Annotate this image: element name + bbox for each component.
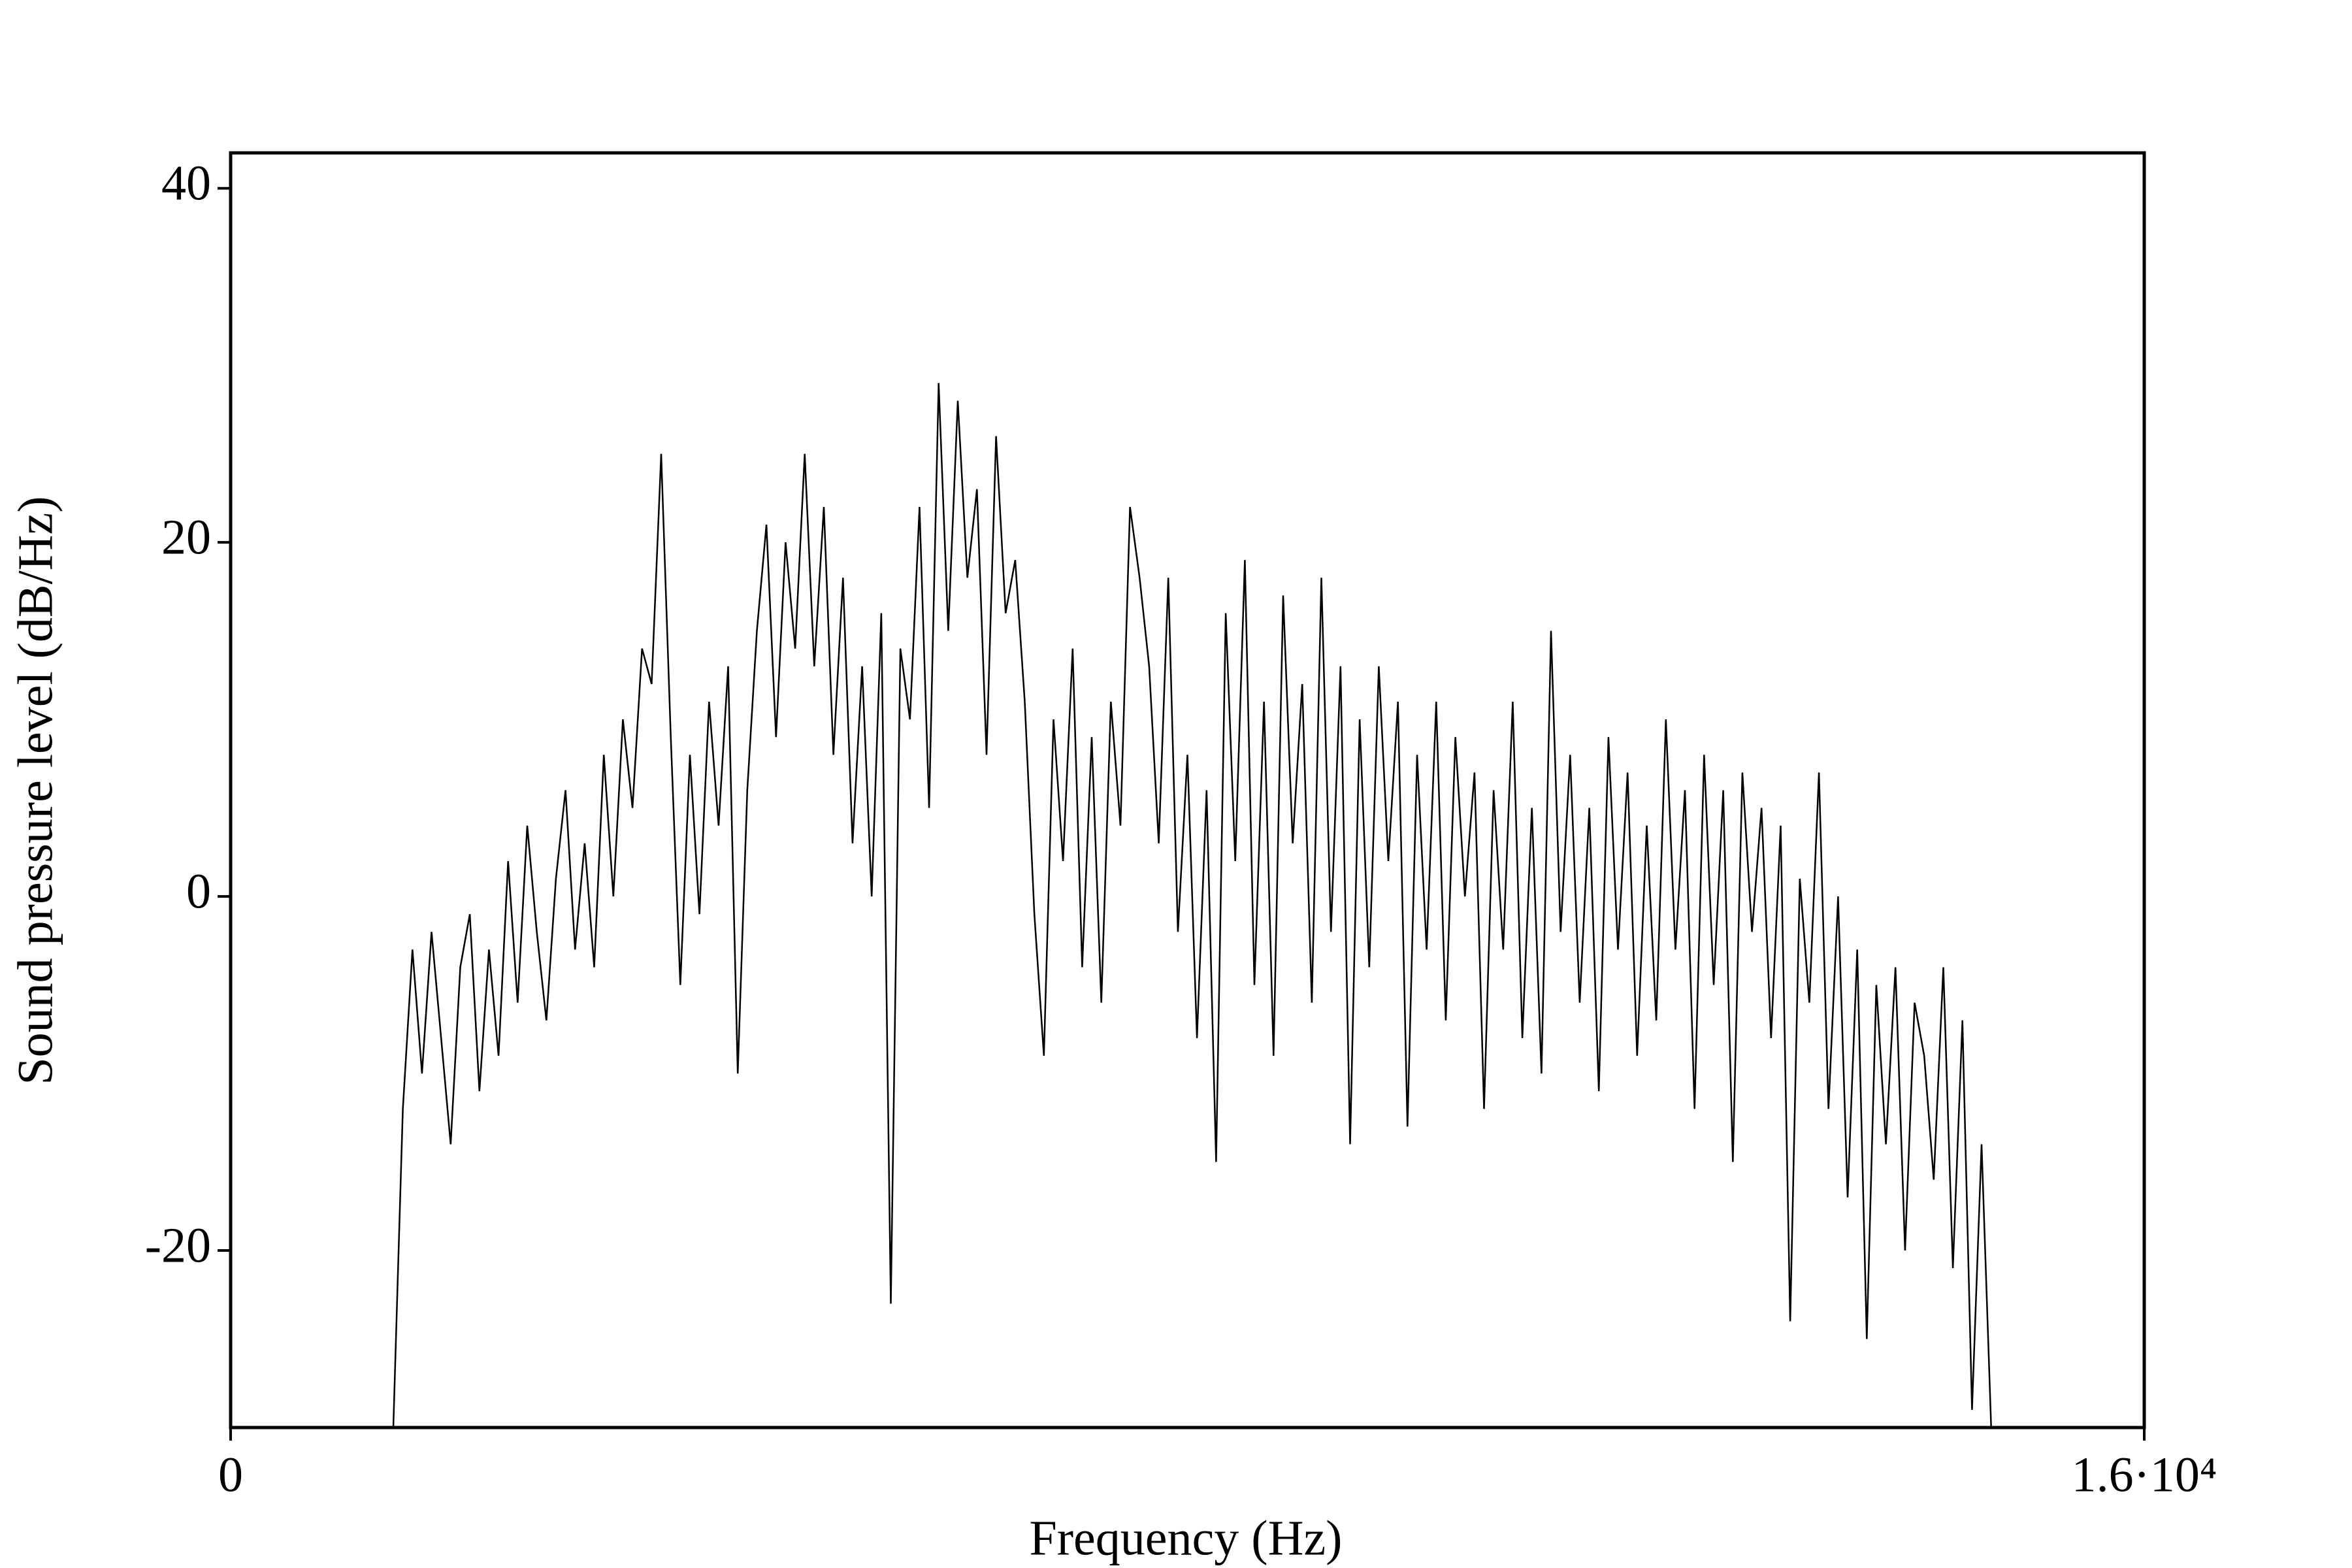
y-tick-label: 40 <box>161 156 211 211</box>
y-tick-label: -20 <box>145 1218 211 1273</box>
y-tick-label: 0 <box>186 864 211 919</box>
y-axis-label: Sound pressure level (dB/Hz) <box>8 496 63 1085</box>
spectrum-line <box>392 383 1992 1428</box>
x-axis-label: Frequency (Hz) <box>1029 1511 1342 1565</box>
x-tick-label: 0 <box>218 1447 243 1502</box>
x-tick-label: 1.6·10⁴ <box>2072 1447 2217 1502</box>
y-tick-label: 20 <box>161 510 211 565</box>
plot-frame <box>229 151 2146 1429</box>
